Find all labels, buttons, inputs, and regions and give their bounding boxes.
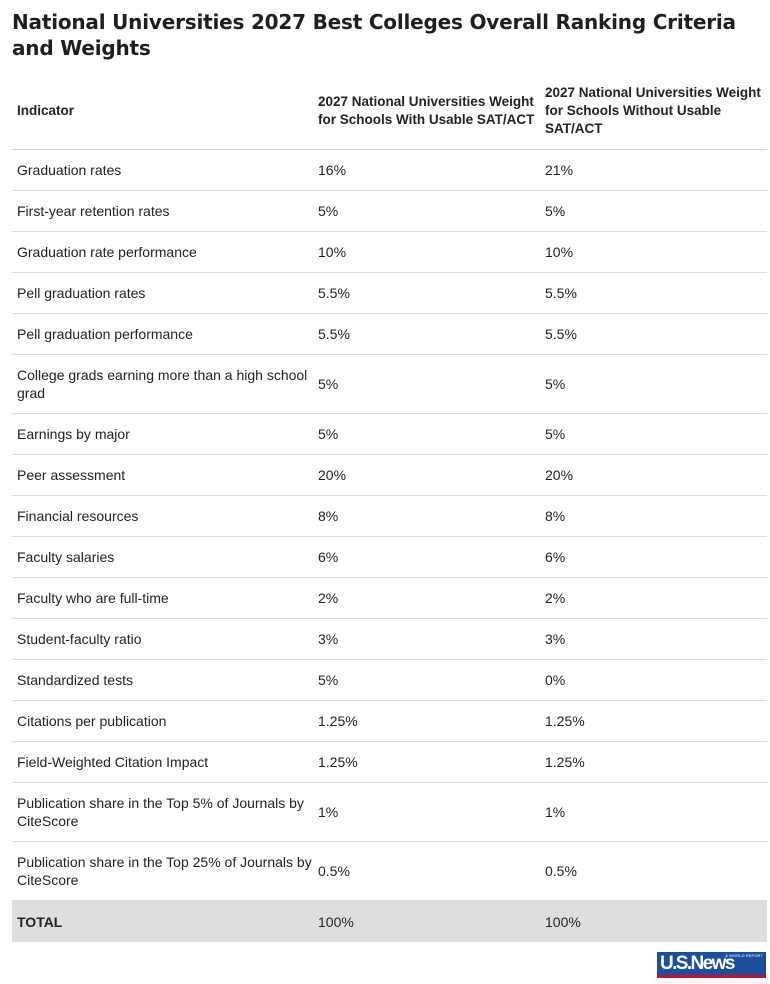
with-sat-weight-cell: 10% bbox=[313, 231, 540, 273]
without-sat-weight-cell: 0% bbox=[540, 659, 767, 701]
table-row: Earnings by major 5% 5% bbox=[12, 413, 767, 455]
indicator-cell: Pell graduation performance bbox=[12, 313, 313, 355]
without-sat-weight-cell: 10% bbox=[540, 231, 767, 273]
without-sat-weight-cell: 8% bbox=[540, 495, 767, 537]
without-sat-weight-cell: 5.5% bbox=[540, 313, 767, 355]
table-row: Graduation rates 16% 21% bbox=[12, 149, 767, 191]
without-sat-weight-cell: 5% bbox=[540, 354, 767, 414]
table-row: Pell graduation performance 5.5% 5.5% bbox=[12, 313, 767, 355]
without-sat-weight-cell: 6% bbox=[540, 536, 767, 578]
without-sat-weight-cell: 0.5% bbox=[540, 841, 767, 901]
ranking-criteria-table: Indicator 2027 National Universities Wei… bbox=[12, 73, 767, 942]
table-row: Standardized tests 5% 0% bbox=[12, 659, 767, 701]
indicator-cell: Financial resources bbox=[12, 495, 313, 537]
without-sat-weight-cell: 2% bbox=[540, 577, 767, 619]
without-sat-weight-cell: 1% bbox=[540, 782, 767, 842]
total-row: TOTAL 100% 100% bbox=[12, 900, 767, 942]
table-header-row: Indicator 2027 National Universities Wei… bbox=[12, 73, 767, 150]
with-sat-column-header: 2027 National Universities Weight for Sc… bbox=[313, 73, 540, 150]
without-sat-weight-cell: 5.5% bbox=[540, 272, 767, 314]
table-row: Faculty salaries 6% 6% bbox=[12, 536, 767, 578]
with-sat-weight-cell: 5.5% bbox=[313, 313, 540, 355]
indicator-cell: Field-Weighted Citation Impact bbox=[12, 741, 313, 783]
indicator-cell: Peer assessment bbox=[12, 454, 313, 496]
table-row: Publication share in the Top 5% of Journ… bbox=[12, 782, 767, 842]
table-row: Pell graduation rates 5.5% 5.5% bbox=[12, 272, 767, 314]
with-sat-weight-cell: 20% bbox=[313, 454, 540, 496]
usnews-logo[interactable]: U.S.News & WORLD REPORT bbox=[657, 952, 766, 978]
total-with-sat-cell: 100% bbox=[313, 900, 540, 942]
page-title: National Universities 2027 Best Colleges… bbox=[12, 10, 736, 60]
with-sat-weight-cell: 0.5% bbox=[313, 841, 540, 901]
total-without-sat-cell: 100% bbox=[540, 900, 767, 942]
without-sat-column-header: 2027 National Universities Weight for Sc… bbox=[540, 73, 767, 150]
without-sat-weight-cell: 20% bbox=[540, 454, 767, 496]
without-sat-weight-cell: 21% bbox=[540, 149, 767, 191]
with-sat-weight-cell: 16% bbox=[313, 149, 540, 191]
with-sat-weight-cell: 1.25% bbox=[313, 741, 540, 783]
without-sat-weight-cell: 3% bbox=[540, 618, 767, 660]
indicator-cell: Pell graduation rates bbox=[12, 272, 313, 314]
with-sat-weight-cell: 1% bbox=[313, 782, 540, 842]
with-sat-weight-cell: 5% bbox=[313, 659, 540, 701]
table-row: Publication share in the Top 25% of Jour… bbox=[12, 841, 767, 901]
with-sat-weight-cell: 5% bbox=[313, 413, 540, 455]
table-row: First-year retention rates 5% 5% bbox=[12, 190, 767, 232]
table-row: Peer assessment 20% 20% bbox=[12, 454, 767, 496]
table-row: Financial resources 8% 8% bbox=[12, 495, 767, 537]
with-sat-weight-cell: 5.5% bbox=[313, 272, 540, 314]
without-sat-weight-cell: 1.25% bbox=[540, 700, 767, 742]
indicator-cell: Student-faculty ratio bbox=[12, 618, 313, 660]
indicator-column-header: Indicator bbox=[12, 73, 313, 150]
indicator-cell: Publication share in the Top 5% of Journ… bbox=[12, 782, 313, 842]
table-row: Faculty who are full-time 2% 2% bbox=[12, 577, 767, 619]
with-sat-weight-cell: 8% bbox=[313, 495, 540, 537]
indicator-cell: Faculty salaries bbox=[12, 536, 313, 578]
with-sat-weight-cell: 6% bbox=[313, 536, 540, 578]
indicator-cell: First-year retention rates bbox=[12, 190, 313, 232]
with-sat-weight-cell: 2% bbox=[313, 577, 540, 619]
without-sat-weight-cell: 5% bbox=[540, 190, 767, 232]
indicator-cell: Graduation rates bbox=[12, 149, 313, 191]
with-sat-weight-cell: 5% bbox=[313, 354, 540, 414]
without-sat-weight-cell: 1.25% bbox=[540, 741, 767, 783]
table-row: Field-Weighted Citation Impact 1.25% 1.2… bbox=[12, 741, 767, 783]
indicator-cell: Standardized tests bbox=[12, 659, 313, 701]
with-sat-weight-cell: 1.25% bbox=[313, 700, 540, 742]
table-row: Student-faculty ratio 3% 3% bbox=[12, 618, 767, 660]
usnews-logo-text: U.S.News bbox=[660, 953, 735, 974]
indicator-cell: College grads earning more than a high s… bbox=[12, 354, 313, 414]
total-label-cell: TOTAL bbox=[12, 900, 313, 942]
with-sat-weight-cell: 3% bbox=[313, 618, 540, 660]
table-row: College grads earning more than a high s… bbox=[12, 354, 767, 414]
with-sat-weight-cell: 5% bbox=[313, 190, 540, 232]
indicator-cell: Earnings by major bbox=[12, 413, 313, 455]
table-row: Citations per publication 1.25% 1.25% bbox=[12, 700, 767, 742]
indicator-cell: Citations per publication bbox=[12, 700, 313, 742]
indicator-cell: Graduation rate performance bbox=[12, 231, 313, 273]
indicator-cell: Publication share in the Top 25% of Jour… bbox=[12, 841, 313, 901]
without-sat-weight-cell: 5% bbox=[540, 413, 767, 455]
usnews-logo-subtext: & WORLD REPORT bbox=[725, 953, 763, 958]
indicator-cell: Faculty who are full-time bbox=[12, 577, 313, 619]
logo-red-stripe bbox=[657, 975, 766, 978]
table-row: Graduation rate performance 10% 10% bbox=[12, 231, 767, 273]
